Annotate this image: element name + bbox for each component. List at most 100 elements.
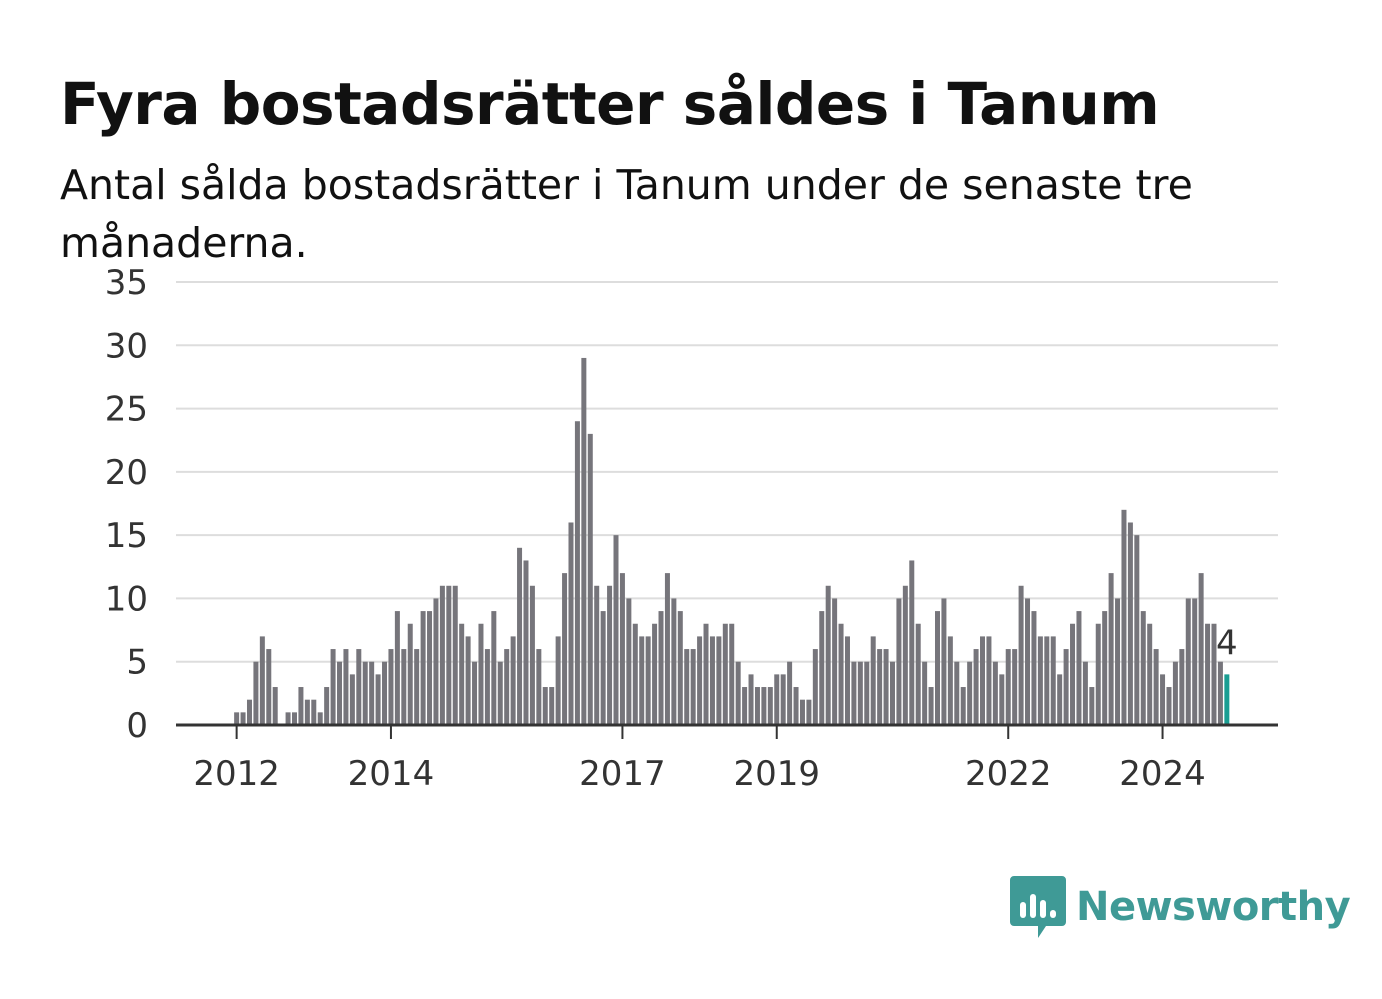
bar xyxy=(1082,661,1088,725)
bar xyxy=(1076,611,1082,725)
bar xyxy=(671,598,677,725)
bar xyxy=(787,661,793,725)
bar xyxy=(459,623,465,725)
bar xyxy=(729,623,735,725)
bar xyxy=(1063,649,1069,725)
bar xyxy=(877,649,883,725)
bar xyxy=(311,699,317,725)
bar xyxy=(529,585,535,725)
bar xyxy=(703,623,709,725)
bar xyxy=(439,585,445,725)
bar xyxy=(1166,687,1172,725)
bar xyxy=(253,661,259,725)
bar xyxy=(510,636,516,725)
bar xyxy=(645,636,651,725)
y-tick-label: 5 xyxy=(126,643,148,683)
bar xyxy=(626,598,632,725)
bar xyxy=(684,649,690,725)
bar xyxy=(234,712,240,725)
bar xyxy=(1005,649,1011,725)
y-tick-label: 30 xyxy=(105,326,148,366)
bar xyxy=(652,623,658,725)
bar xyxy=(433,598,439,725)
bar xyxy=(549,687,555,725)
y-tick-label: 15 xyxy=(105,516,148,556)
bar xyxy=(819,611,825,725)
bar xyxy=(799,699,805,725)
bar xyxy=(613,535,619,725)
bar xyxy=(1102,611,1108,725)
bar xyxy=(973,649,979,725)
bar xyxy=(465,636,471,725)
bar xyxy=(1172,661,1178,725)
bar xyxy=(298,687,304,725)
bar xyxy=(941,598,947,725)
bar xyxy=(272,687,278,725)
bar xyxy=(382,661,388,725)
bar xyxy=(928,687,934,725)
bar xyxy=(1185,598,1191,725)
bar xyxy=(343,649,349,725)
newsworthy-logo: Newsworthy xyxy=(1010,876,1351,938)
bar xyxy=(562,573,568,725)
bar xyxy=(574,421,580,725)
bar xyxy=(844,636,850,725)
bar xyxy=(999,674,1005,725)
bar xyxy=(1044,636,1050,725)
bar xyxy=(240,712,246,725)
bar xyxy=(259,636,265,725)
bar xyxy=(1095,623,1101,725)
bar xyxy=(1031,611,1037,725)
bar xyxy=(838,623,844,725)
bar xyxy=(414,649,420,725)
bar xyxy=(812,649,818,725)
bar xyxy=(607,585,613,725)
bar xyxy=(1089,687,1095,725)
bar xyxy=(472,661,478,725)
bar xyxy=(896,598,902,725)
bar xyxy=(992,661,998,725)
bar xyxy=(407,623,413,725)
bar xyxy=(986,636,992,725)
bar xyxy=(292,712,297,725)
bar xyxy=(330,649,336,725)
bar xyxy=(1025,598,1031,725)
bar xyxy=(401,649,407,725)
bar xyxy=(909,560,915,725)
bar xyxy=(1057,674,1063,725)
brand-name: Newsworthy xyxy=(1076,884,1351,930)
bar xyxy=(1198,573,1204,725)
bar xyxy=(716,636,722,725)
y-tick-label: 25 xyxy=(105,390,148,430)
x-tick-label: 2022 xyxy=(965,754,1052,794)
bar xyxy=(742,687,748,725)
x-tick-label: 2014 xyxy=(348,754,435,794)
bar xyxy=(1192,598,1198,725)
bar xyxy=(619,573,625,725)
bar xyxy=(960,687,966,725)
bar xyxy=(285,712,291,725)
bar xyxy=(709,636,715,725)
bar xyxy=(317,712,323,725)
bar xyxy=(780,674,786,725)
y-tick-label: 0 xyxy=(126,706,148,746)
bar xyxy=(870,636,876,725)
bar xyxy=(935,611,940,725)
bar xyxy=(1108,573,1114,725)
bar xyxy=(1037,636,1043,725)
bar xyxy=(484,649,490,725)
bar xyxy=(536,649,542,725)
bar xyxy=(555,636,561,725)
bar xyxy=(748,674,754,725)
bar xyxy=(735,661,741,725)
bar xyxy=(587,433,593,725)
chart-title: Fyra bostadsrätter såldes i Tanum xyxy=(60,70,1160,138)
bar xyxy=(793,687,799,725)
bar xyxy=(754,687,760,725)
bar xyxy=(491,611,497,725)
bar xyxy=(761,687,767,725)
bar xyxy=(1205,623,1211,725)
bar xyxy=(832,598,838,725)
x-tick-label: 2024 xyxy=(1119,754,1206,794)
bar xyxy=(1050,636,1056,725)
